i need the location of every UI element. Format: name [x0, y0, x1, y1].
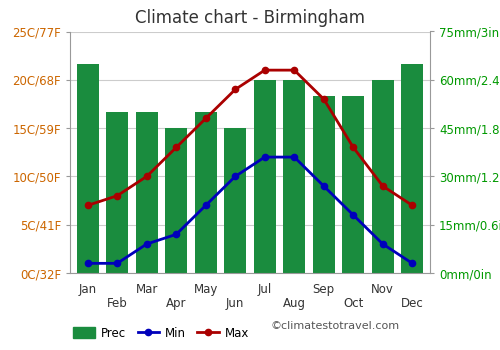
- Bar: [76, 64, 99, 273]
- Text: Feb: Feb: [107, 297, 128, 310]
- Bar: [106, 112, 128, 273]
- Text: Apr: Apr: [166, 297, 186, 310]
- Bar: [401, 64, 423, 273]
- Bar: [254, 80, 276, 273]
- Bar: [136, 112, 158, 273]
- Bar: [312, 96, 335, 273]
- Text: May: May: [194, 283, 218, 296]
- Text: Jul: Jul: [258, 283, 272, 296]
- Bar: [194, 112, 217, 273]
- Text: Jan: Jan: [78, 283, 97, 296]
- Bar: [224, 128, 246, 273]
- Text: Mar: Mar: [136, 283, 158, 296]
- Bar: [165, 128, 188, 273]
- Text: Dec: Dec: [401, 297, 423, 310]
- Text: Oct: Oct: [343, 297, 363, 310]
- Text: Aug: Aug: [283, 297, 306, 310]
- Bar: [283, 80, 306, 273]
- Text: Nov: Nov: [372, 283, 394, 296]
- Bar: [342, 96, 364, 273]
- Text: Sep: Sep: [312, 283, 335, 296]
- Text: ©climatestotravel.com: ©climatestotravel.com: [270, 321, 399, 331]
- Bar: [372, 80, 394, 273]
- Legend: Prec, Min, Max: Prec, Min, Max: [68, 322, 254, 344]
- Text: Jun: Jun: [226, 297, 244, 310]
- Title: Climate chart - Birmingham: Climate chart - Birmingham: [135, 9, 365, 27]
